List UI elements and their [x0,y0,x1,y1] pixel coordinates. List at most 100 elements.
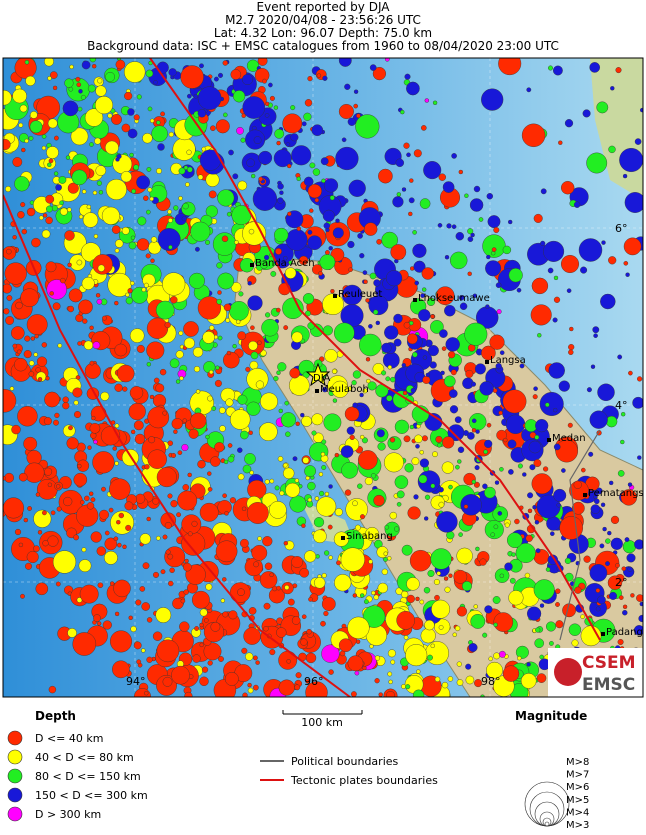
earthquake [626,553,636,563]
earthquake [128,241,137,250]
earthquake [470,232,475,238]
earthquake [242,464,252,474]
earthquake [105,140,119,155]
earthquake [303,112,312,121]
earthquake [421,435,428,442]
earthquake [615,563,620,568]
earthquake [347,616,370,639]
earthquake [605,561,610,566]
earthquake [387,365,392,370]
earthquake [35,492,41,497]
earthquake [534,434,540,440]
earthquake [264,479,270,485]
earthquake [552,317,558,323]
earthquake [141,648,146,653]
earthquake [607,530,612,536]
earthquake [636,376,643,382]
earthquake [42,213,48,218]
earthquake [381,231,399,249]
line-label: Tectonic plates boundaries [290,774,438,787]
earthquake [104,537,118,551]
earthquake [332,398,338,403]
earthquake [328,669,334,675]
earthquake [192,347,204,358]
earthquake [51,205,58,212]
earthquake [188,428,199,439]
earthquake [54,412,60,419]
earthquake [109,581,115,586]
earthquake [610,86,615,91]
earthquake [615,67,622,74]
earthquake [205,172,220,187]
earthquake [97,78,103,84]
earthquake [386,270,403,287]
earthquake [76,459,90,472]
earthquake [184,558,189,564]
earthquake [321,597,336,611]
earthquake [622,610,628,616]
earthquake [232,344,237,349]
earthquake [471,381,477,387]
earthquake [595,487,603,495]
earthquake [209,325,215,331]
earthquake [87,84,96,93]
earthquake [78,559,92,573]
earthquake [393,338,402,347]
earthquake [484,605,493,614]
earthquake [141,602,150,611]
earthquake [381,342,392,354]
earthquake [595,588,601,593]
earthquake [164,522,172,530]
earthquake [608,145,616,154]
earthquake [139,533,151,545]
earthquake [405,684,411,690]
earthquake [205,205,218,218]
earthquake [210,456,221,467]
depth-swatch [7,768,23,784]
earthquake [307,481,316,491]
earthquake [349,434,355,441]
earthquake [321,465,327,471]
latitude-label: 6° [615,222,628,235]
earthquake [422,287,427,292]
earthquake [21,147,26,153]
earthquake [66,437,79,450]
earthquake [363,599,369,605]
earthquake [553,488,567,502]
earthquake [274,485,280,491]
place-marker [583,493,587,497]
earthquake [517,463,523,469]
earthquake [30,336,35,341]
earthquake [128,615,133,620]
earthquake [526,87,532,93]
earthquake [352,370,362,379]
earthquake [499,573,504,578]
earthquake [393,313,403,324]
earthquake [489,334,505,350]
earthquake [301,614,307,620]
earthquake [369,64,377,71]
earthquake [159,368,167,376]
earthquake [68,288,83,303]
earthquake [403,321,411,329]
earthquake [44,58,54,67]
earthquake [65,155,71,160]
earthquake [145,69,154,78]
earthquake [356,113,361,119]
earthquake [265,312,271,318]
earthquake [155,535,161,541]
earthquake [47,482,53,487]
earthquake [21,228,27,235]
earthquake [88,491,94,496]
earthquake [331,380,349,398]
earthquake [276,627,287,638]
earthquake [508,268,523,283]
earthquake [331,368,338,375]
earthquake [402,390,408,396]
earthquake [49,291,54,296]
earthquake [467,271,472,276]
earthquake [180,65,204,89]
longitude-label: 98° [481,675,501,688]
earthquake [207,395,213,402]
earthquake [456,606,468,617]
